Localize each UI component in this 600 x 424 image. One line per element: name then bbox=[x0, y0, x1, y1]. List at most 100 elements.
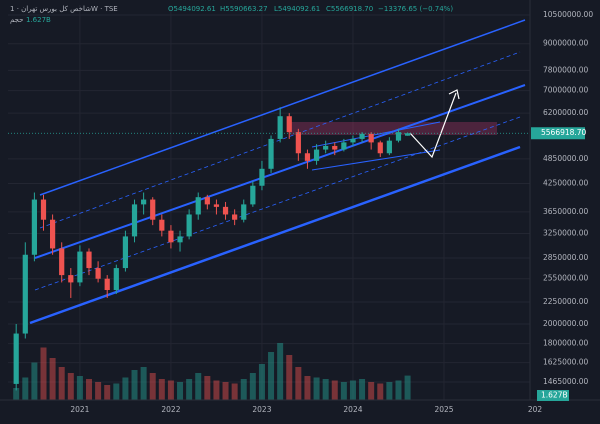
y-tick-label: 9000000.00 bbox=[543, 39, 589, 48]
candle-body bbox=[359, 133, 365, 139]
volume-bar bbox=[231, 383, 238, 400]
candle-body bbox=[277, 116, 283, 139]
candle-body bbox=[77, 251, 83, 283]
candle-body bbox=[377, 142, 383, 154]
volume-bar bbox=[340, 382, 347, 400]
channel-top bbox=[39, 19, 526, 196]
volume-bar bbox=[304, 376, 311, 400]
volume-bar bbox=[386, 382, 393, 400]
candle-body bbox=[49, 219, 56, 249]
candles bbox=[13, 107, 411, 391]
y-tick-label: 1465000.00 bbox=[543, 377, 589, 386]
y-tick-label: 2250000.00 bbox=[543, 297, 589, 306]
candle-body bbox=[59, 248, 65, 276]
candle-body bbox=[40, 199, 47, 220]
candle-body bbox=[404, 133, 411, 136]
channel-mid bbox=[34, 84, 526, 259]
candle-body bbox=[195, 197, 201, 215]
candle-body bbox=[131, 204, 138, 237]
volume-bar bbox=[158, 379, 165, 400]
price-axis bbox=[530, 0, 600, 424]
candle-body bbox=[304, 153, 311, 161]
y-tick-label: 2000000.00 bbox=[543, 319, 589, 328]
y-tick-label: 3250000.00 bbox=[543, 229, 589, 238]
volume-bar bbox=[13, 388, 20, 400]
candle-body bbox=[332, 145, 338, 150]
volume-bar bbox=[240, 379, 247, 400]
volume-bar bbox=[86, 379, 93, 400]
x-tick-label: 202 bbox=[528, 405, 543, 414]
volume-bar bbox=[268, 352, 275, 400]
volume-bar bbox=[404, 375, 411, 400]
volume-bar bbox=[258, 364, 265, 400]
volume-bar bbox=[186, 379, 193, 400]
header-low: L5494092.61 bbox=[274, 5, 320, 13]
candle-body bbox=[232, 214, 238, 220]
candle-body bbox=[113, 268, 119, 291]
y-tick-label: 10500000.00 bbox=[543, 10, 593, 19]
candle-body bbox=[313, 149, 320, 161]
volume-bar bbox=[177, 382, 184, 400]
candle-body bbox=[13, 333, 19, 384]
candle-body bbox=[386, 140, 392, 154]
header-close: C5566918.70 bbox=[326, 5, 373, 13]
volume-bar bbox=[113, 383, 120, 400]
x-tick-label: 2021 bbox=[70, 405, 89, 414]
volume-bar bbox=[349, 380, 356, 400]
candle-body bbox=[68, 275, 74, 283]
header-open: O5494092.61 bbox=[168, 5, 216, 13]
y-tick-label: 7000000.00 bbox=[543, 86, 589, 95]
candle-body bbox=[104, 278, 110, 291]
channel-dash bbox=[34, 116, 521, 291]
candle-body bbox=[86, 251, 92, 269]
y-tick-label: 4850000.00 bbox=[543, 154, 589, 163]
volume-bar bbox=[295, 367, 302, 400]
volume-bar bbox=[249, 373, 256, 400]
volume-bar bbox=[140, 367, 147, 400]
candle-body bbox=[150, 199, 156, 220]
volume-bar bbox=[167, 380, 174, 400]
candle-body bbox=[122, 236, 129, 269]
channel-bottom bbox=[29, 145, 521, 325]
volume-bar bbox=[67, 373, 74, 400]
volume-bar bbox=[131, 370, 138, 400]
price-label: 5566918.70 bbox=[541, 128, 587, 137]
candle-body bbox=[168, 230, 174, 243]
candle-body bbox=[323, 145, 329, 150]
volume-bar bbox=[104, 385, 111, 400]
volume-bar bbox=[58, 367, 65, 400]
volume-bar bbox=[277, 343, 284, 400]
volume-bar bbox=[49, 358, 56, 400]
wedge bbox=[311, 121, 441, 148]
volume-bar bbox=[313, 377, 320, 400]
candle-body bbox=[350, 138, 356, 143]
candle-body bbox=[95, 268, 101, 279]
y-tick-label: 1800000.00 bbox=[543, 339, 589, 348]
y-tick-label: 4250000.00 bbox=[543, 179, 589, 188]
zone bbox=[290, 122, 497, 135]
volume-bar bbox=[31, 362, 38, 400]
y-tick-label: 1625000.00 bbox=[543, 358, 589, 367]
header-high: H5590663.27 bbox=[220, 5, 268, 13]
candle-body bbox=[259, 168, 265, 186]
y-tick-label: 2850000.00 bbox=[543, 253, 589, 262]
candle-body bbox=[268, 138, 274, 169]
candle-body bbox=[204, 197, 210, 205]
grid bbox=[8, 5, 530, 400]
candle-body bbox=[341, 142, 347, 150]
volume-bar bbox=[286, 355, 293, 400]
header-title: شاخص کل بورس تهران · 1W · TSE bbox=[10, 5, 118, 13]
y-tick-label: 7800000.00 bbox=[543, 65, 589, 74]
x-tick-label: 2022 bbox=[161, 405, 180, 414]
volume-bar bbox=[76, 376, 83, 400]
y-tick-label: 6200000.00 bbox=[543, 108, 589, 117]
arrow-head bbox=[448, 89, 460, 100]
candle-body bbox=[241, 204, 247, 220]
candle-body bbox=[250, 185, 256, 205]
candle-body bbox=[368, 133, 374, 143]
price-label-box bbox=[531, 127, 585, 140]
volume-layer bbox=[13, 343, 411, 400]
volume-bar bbox=[95, 382, 102, 400]
volume-bar bbox=[195, 373, 202, 400]
